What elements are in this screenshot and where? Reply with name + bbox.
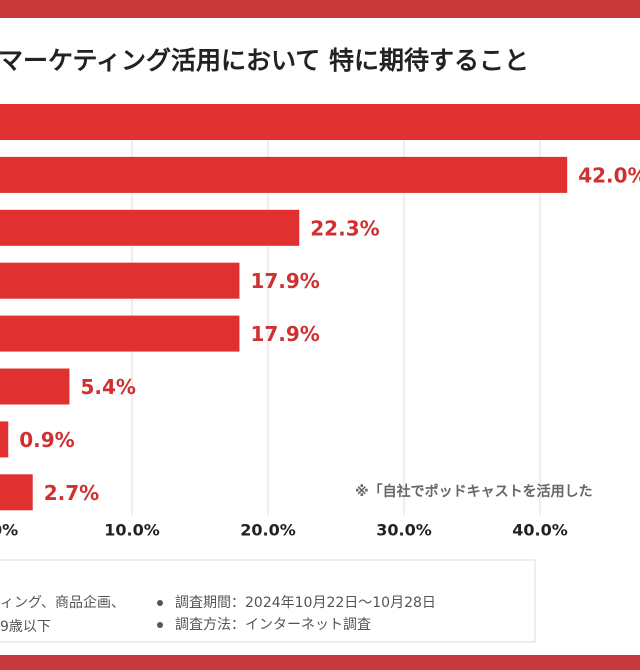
bar bbox=[0, 104, 640, 140]
value-label: 42.0% bbox=[578, 163, 640, 187]
footer-box bbox=[0, 559, 536, 643]
note: ※「自社でポッドキャストを活用した bbox=[355, 483, 593, 500]
value-label: 17.9% bbox=[250, 269, 319, 293]
footer-text: ィング、商品企画、 bbox=[0, 594, 125, 611]
bar bbox=[0, 421, 9, 458]
x-tick-label: 40.0% bbox=[512, 521, 568, 540]
value-label: 17.9% bbox=[250, 322, 319, 346]
x-tick-label: 0.0% bbox=[0, 521, 18, 540]
bar bbox=[0, 262, 240, 299]
x-tick-label: 10.0% bbox=[104, 521, 160, 540]
x-tick-label: 20.0% bbox=[240, 521, 296, 540]
value-label: 5.4% bbox=[80, 375, 135, 399]
bar bbox=[0, 209, 300, 246]
x-tick-label: 30.0% bbox=[376, 521, 432, 540]
footer-text: 9歳以下 bbox=[0, 619, 51, 635]
value-label: 22.3% bbox=[310, 216, 379, 240]
bar bbox=[0, 474, 33, 511]
bullet bbox=[157, 600, 163, 606]
top-band bbox=[0, 0, 640, 18]
bar bbox=[0, 315, 240, 352]
bullet bbox=[157, 622, 163, 628]
bar bbox=[0, 156, 568, 193]
value-label: 0.9% bbox=[19, 428, 74, 452]
bar bbox=[0, 368, 70, 405]
value-label: 2.7% bbox=[44, 481, 99, 505]
footer-text: 調査方法：インターネット調査 bbox=[175, 617, 371, 633]
bottom-band bbox=[0, 655, 640, 670]
footer-text: 調査期間：2024年10月22日〜10月28日 bbox=[175, 595, 436, 611]
chart-title: マーケティング活用において 特に期待すること bbox=[0, 46, 529, 75]
